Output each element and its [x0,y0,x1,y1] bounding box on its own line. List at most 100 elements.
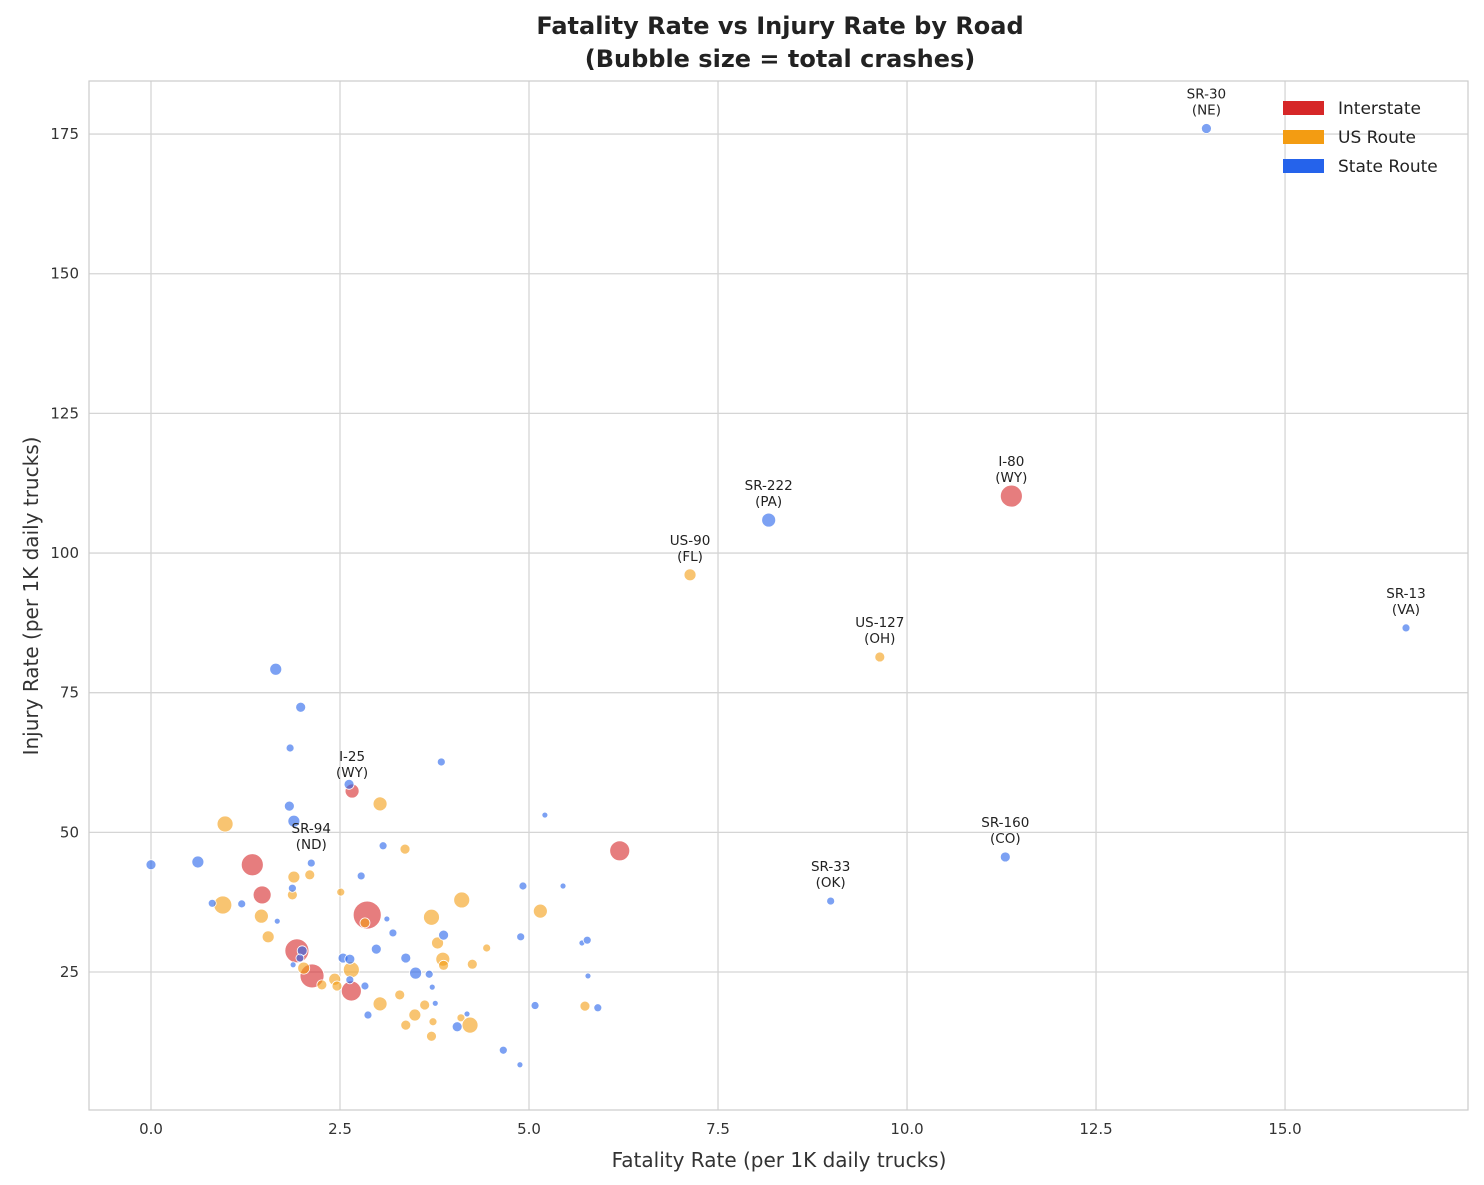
road-label: SR-13 [1386,586,1425,602]
bubble-us-route [394,989,406,1001]
bubble-us-route [461,1016,479,1034]
bubble-state-route [593,1003,603,1013]
y-tick-label: 100 [50,544,79,562]
bubble-state-route [451,1021,463,1033]
bubble-us-route [456,1013,466,1023]
bubble-state-route [383,915,391,923]
bubble-us-route [287,870,301,884]
bubble-us-route [438,959,449,971]
bubble-us-route [453,891,471,909]
bubble-state-route [287,814,301,828]
bubble-us-route [372,996,388,1012]
bubbles [145,123,1411,1069]
bubble-state-route [378,841,388,851]
x-tick-label: 10.0 [890,1120,923,1138]
bubble-state-route [409,966,423,980]
bubble-us-route [431,936,444,950]
state-label: (VA) [1392,602,1420,618]
x-axis-label: Fatality Rate (per 1K daily trucks) [612,1148,947,1172]
road-label: SR-30 [1187,86,1226,102]
bubble-state-route [518,881,528,891]
bubble-interstate [340,980,362,1002]
y-tick-label: 175 [50,125,79,143]
bubble-us-route [423,908,440,926]
road-label: SR-94 [292,821,331,837]
bubble-us-route [874,651,886,663]
bubble-state-route [145,859,157,871]
bubble-interstate [252,885,272,905]
legend-label: US Route [1338,128,1416,148]
bubble-state-route [295,701,307,713]
legend-swatch [1283,159,1324,173]
bubble-interstate [999,484,1023,508]
bubble-state-route [283,800,295,812]
bubble-interstate [609,840,631,862]
road-label: I-25 [339,749,365,765]
state-label: (WY) [336,765,368,781]
legend-swatch [1283,101,1324,115]
bubble-interstate [240,853,264,877]
bubble-state-route [400,952,412,964]
bubble-state-route [761,512,777,528]
bubble-state-route [999,851,1011,863]
gridlines [89,81,1468,1110]
bubble-state-route [530,1001,540,1010]
bubble-state-route [559,882,567,890]
bubble-state-route [370,943,382,955]
bubble-us-route [336,887,346,897]
state-label: (OH) [864,631,895,647]
bubble-us-route [261,930,275,944]
bubble-state-route [826,896,836,906]
road-label: I-80 [998,454,1024,470]
bubble-state-route [516,932,526,942]
bubble-us-route [399,843,411,855]
bubble-state-route [516,1061,524,1069]
bubble-state-route [306,858,316,868]
bubble-state-route [287,883,297,893]
bubble-us-route [216,815,234,833]
bubble-us-route [400,1019,412,1031]
bubble-state-route [344,953,356,965]
bubble-us-route [532,903,548,919]
bubble-state-route [388,928,398,938]
bubble-state-route [1201,123,1212,134]
legend-swatch [1283,130,1324,144]
bubble-state-route [424,969,434,979]
plot-frame [88,80,1469,1111]
state-label: (FL) [677,549,703,565]
bubble-us-route [428,1017,438,1027]
bubble-state-route [237,899,247,909]
state-label: (CO) [990,831,1021,847]
x-tick-label: 15.0 [1268,1120,1301,1138]
bubble-us-route [579,1000,591,1012]
legend-label: State Route [1338,157,1438,177]
tick-labels: 0.0 2.5 5.0 7.5 10.0 12.5 15.0 25 50 75 100 125 150 1… [50,125,1301,1138]
bubble-state-route [289,961,297,969]
bubble-state-route [428,983,436,991]
road-label: US-127 [855,615,904,631]
state-label: (ND) [296,837,327,853]
x-tick-label: 0.0 [139,1120,163,1138]
x-tick-label: 12.5 [1079,1120,1112,1138]
bubble-state-route [345,975,355,985]
bubble-state-route [343,778,355,790]
road-label: US-90 [670,533,711,549]
road-label: SR-160 [981,815,1029,831]
bubble-us-route [466,958,478,970]
bubble-us-route [331,980,343,992]
state-label: (PA) [755,494,782,510]
bubble-us-route [213,895,233,915]
legend-label: Interstate [1338,99,1421,119]
bubble-state-route [498,1045,508,1055]
state-label: (WY) [995,470,1027,486]
bubble-state-route [191,855,205,869]
legend: Interstate US Route State Route [1283,99,1438,177]
bubble-state-route [273,917,281,925]
state-label: (NE) [1192,102,1221,118]
bubble-us-route [426,1030,437,1042]
y-axis-label: Injury Rate (per 1K daily trucks) [19,437,43,756]
chart-title-line1: Fatality Rate vs Injury Rate by Road [536,12,1023,40]
bubble-state-route [295,953,305,963]
bubble-us-route [372,796,388,812]
